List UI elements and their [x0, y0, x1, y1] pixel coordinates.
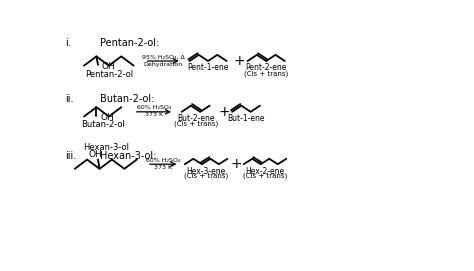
Text: Pentan-2-ol: Pentan-2-ol: [85, 70, 133, 79]
Text: i.: i.: [65, 37, 71, 47]
Text: But-2-ene: But-2-ene: [177, 114, 214, 123]
Text: 95% H₂SO₄, Δ: 95% H₂SO₄, Δ: [142, 55, 184, 60]
Text: +: +: [219, 105, 230, 119]
Text: Pent-1-ene: Pent-1-ene: [187, 63, 229, 72]
Text: Butan-2-ol:: Butan-2-ol:: [100, 94, 154, 104]
Text: 60% H₂SO₄: 60% H₂SO₄: [137, 105, 171, 111]
Text: Dehydration: Dehydration: [144, 62, 182, 67]
Text: But-1-ene: But-1-ene: [227, 114, 265, 123]
Text: (Cis + trans): (Cis + trans): [244, 70, 288, 77]
Text: (Cis + trans): (Cis + trans): [184, 173, 228, 179]
Text: (Cis + trans): (Cis + trans): [243, 173, 287, 179]
Text: OH: OH: [88, 150, 102, 159]
Text: +: +: [233, 54, 245, 68]
Text: OH: OH: [102, 62, 116, 71]
Text: OH: OH: [100, 114, 114, 122]
Text: Hexan-3-ol:: Hexan-3-ol:: [100, 151, 156, 162]
Text: ii.: ii.: [65, 94, 74, 104]
Text: +: +: [230, 157, 242, 171]
Text: (Cis + trans): (Cis + trans): [173, 121, 218, 127]
Text: Hexan-3-ol: Hexan-3-ol: [83, 143, 129, 152]
Text: Hex-2-ene: Hex-2-ene: [246, 167, 284, 176]
Text: Pent-2-ene: Pent-2-ene: [246, 63, 287, 72]
Text: Butan-2-ol: Butan-2-ol: [81, 120, 125, 130]
Text: 373 K: 373 K: [154, 165, 172, 170]
Text: iii.: iii.: [65, 151, 77, 162]
Text: 60% H₂SO₄: 60% H₂SO₄: [146, 158, 180, 163]
Text: Hex-3-ene: Hex-3-ene: [186, 167, 226, 176]
Text: 373 K: 373 K: [145, 112, 163, 117]
Text: Pentan-2-ol:: Pentan-2-ol:: [100, 37, 159, 47]
